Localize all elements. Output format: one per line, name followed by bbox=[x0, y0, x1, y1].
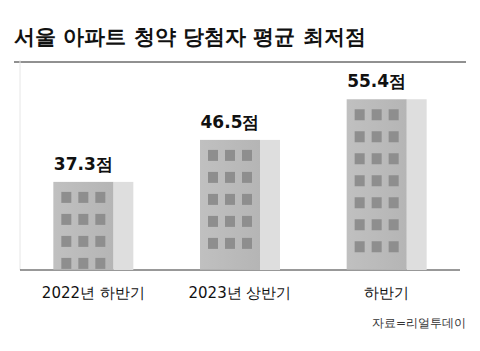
building-side bbox=[407, 99, 427, 270]
window bbox=[225, 216, 235, 227]
window bbox=[389, 153, 399, 164]
x-tick-label: 2022년 하반기 bbox=[42, 284, 145, 302]
window bbox=[372, 131, 382, 142]
window bbox=[355, 153, 365, 164]
window bbox=[78, 214, 88, 225]
title: 서울 아파트 청약 당첨자 평균 최저점 bbox=[14, 25, 366, 49]
window bbox=[225, 238, 235, 249]
data-label: 55.4점 bbox=[347, 71, 406, 91]
window bbox=[208, 172, 218, 183]
window bbox=[372, 175, 382, 186]
window bbox=[78, 236, 88, 247]
window bbox=[208, 216, 218, 227]
window bbox=[389, 219, 399, 230]
window bbox=[389, 197, 399, 208]
building-side bbox=[260, 140, 280, 270]
window bbox=[61, 258, 71, 269]
window bbox=[389, 175, 399, 186]
window bbox=[225, 172, 235, 183]
window bbox=[372, 197, 382, 208]
window bbox=[242, 150, 252, 161]
x-tick-label: 2023년 상반기 bbox=[189, 284, 292, 302]
window bbox=[61, 192, 71, 203]
window bbox=[242, 194, 252, 205]
window bbox=[225, 194, 235, 205]
window bbox=[372, 219, 382, 230]
window bbox=[372, 241, 382, 252]
bars bbox=[53, 99, 426, 270]
window bbox=[242, 238, 252, 249]
y-axis bbox=[20, 60, 21, 270]
window bbox=[208, 238, 218, 249]
window bbox=[355, 241, 365, 252]
window bbox=[389, 241, 399, 252]
bar bbox=[53, 182, 113, 270]
window bbox=[78, 258, 88, 269]
window bbox=[208, 194, 218, 205]
window bbox=[95, 192, 105, 203]
bar bbox=[347, 99, 407, 270]
chart-container: 서울 아파트 청약 당첨자 평균 최저점 37.3점 46.5점 55.4점 2022년… bbox=[0, 0, 480, 351]
window bbox=[78, 192, 88, 203]
window bbox=[355, 219, 365, 230]
window bbox=[225, 150, 235, 161]
window bbox=[389, 109, 399, 120]
bar bbox=[200, 140, 260, 270]
building-side bbox=[113, 182, 133, 270]
source: 자료=리얼투데이 bbox=[372, 316, 466, 330]
window bbox=[355, 175, 365, 186]
data-label: 37.3점 bbox=[54, 154, 113, 174]
window bbox=[242, 172, 252, 183]
data-label: 46.5점 bbox=[201, 112, 260, 132]
window bbox=[208, 150, 218, 161]
window bbox=[61, 236, 71, 247]
window bbox=[355, 197, 365, 208]
window bbox=[372, 153, 382, 164]
window bbox=[95, 258, 105, 269]
window bbox=[95, 214, 105, 225]
window bbox=[61, 214, 71, 225]
window bbox=[355, 109, 365, 120]
window bbox=[242, 216, 252, 227]
window bbox=[389, 131, 399, 142]
chart-svg: 서울 아파트 청약 당첨자 평균 최저점 37.3점 46.5점 55.4점 2022년… bbox=[0, 0, 480, 351]
window bbox=[372, 109, 382, 120]
title-rule bbox=[14, 62, 466, 63]
window bbox=[95, 236, 105, 247]
x-tick-label: 하반기 bbox=[364, 284, 409, 302]
window bbox=[355, 131, 365, 142]
